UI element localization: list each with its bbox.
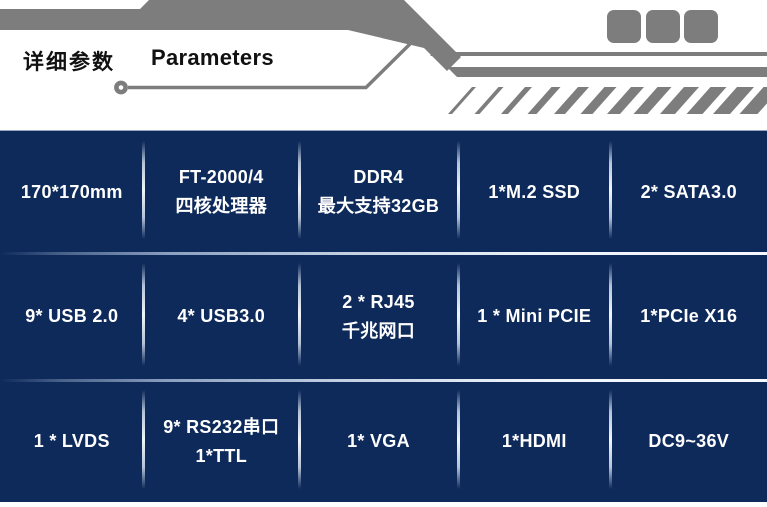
spec-panel: 170*170mm FT-2000/4 四核处理器 DDR4 最大支持32GB 1*M.2… [0, 130, 767, 502]
column-divider [609, 141, 612, 239]
spec-cell-text: FT-2000/4 [178, 167, 264, 187]
hazard-slash-icon [580, 87, 617, 114]
connector-line [128, 42, 412, 90]
spec-cell-text: 9* RS232串口 [163, 416, 280, 437]
spec-cell-text: 9* USB 2.0 [25, 306, 119, 326]
spec-cell: 170*170mm [0, 131, 144, 253]
connector-dot-icon [114, 80, 128, 95]
spec-cell: 2* SATA3.0 [611, 131, 767, 253]
spec-cell: 1* VGA [299, 380, 458, 503]
hazard-slashes-decor [448, 87, 767, 114]
spec-cell-text: 四核处理器 [175, 196, 267, 216]
spec-row: 1 * LVDS 9* RS232串口 1*TTL 1* VGA 1*HDMI DC9~3… [0, 380, 767, 503]
spec-cell-text: DC9~36V [648, 431, 730, 451]
hazard-slash-icon [554, 87, 589, 114]
spec-cell-text: 170*170mm [20, 181, 123, 202]
spec-cell-text: 千兆网口 [341, 320, 416, 341]
column-divider [142, 141, 145, 239]
spec-cell: 1*PCIe X16 [611, 253, 767, 380]
spec-cell-text: 2* SATA3.0 [640, 181, 737, 202]
row-divider [0, 378, 767, 382]
column-divider [142, 263, 145, 366]
hazard-slash-icon [448, 87, 476, 114]
row-divider [0, 251, 767, 255]
spec-cell: DC9~36V [611, 380, 767, 503]
spec-cell: 4* USB3.0 [144, 253, 300, 380]
spec-cell-text: DDR4 [353, 167, 404, 187]
column-divider [297, 390, 301, 489]
thin-line-decor [430, 52, 767, 56]
hazard-slash-icon [739, 87, 767, 114]
spec-cell-text: 1* VGA [347, 431, 410, 451]
hazard-slash-icon [633, 87, 672, 114]
hazard-slash-icon [527, 87, 561, 114]
header: 详细参数 Parameters [0, 0, 767, 130]
column-divider [456, 141, 460, 239]
hazard-slash-icon [607, 87, 644, 114]
page-title-zh: 详细参数 [23, 51, 115, 74]
hazard-slash-icon [660, 87, 699, 114]
spec-cell-text: 4* USB3.0 [177, 306, 266, 326]
spec-row: 9* USB 2.0 4* USB3.0 2 * RJ45 千兆网口 1 * Mini … [0, 253, 767, 380]
column-divider [142, 390, 145, 489]
spec-cell: 2 * RJ45 千兆网口 [299, 253, 458, 380]
spec-cell-text: 1*M.2 SSD [488, 181, 581, 202]
decor-square-icon [684, 10, 718, 43]
decor-square-icon [646, 10, 680, 43]
spec-cell: FT-2000/4 四核处理器 [144, 131, 300, 253]
spec-cell: 1 * LVDS [0, 380, 144, 503]
column-divider [297, 141, 301, 239]
spec-cell: 9* USB 2.0 [0, 253, 144, 380]
spec-cell-text: 1*PCIe X16 [640, 306, 738, 326]
hazard-slash-icon [713, 87, 754, 114]
hazard-slash-icon [474, 87, 504, 114]
column-divider [609, 390, 612, 489]
decor-squares-icon [607, 10, 718, 43]
column-divider [456, 263, 460, 366]
spec-cell-text: 1 * Mini PCIE [477, 306, 592, 326]
spec-cell-text: 2 * RJ45 [342, 291, 415, 312]
spec-cell-text: 1*TTL [195, 445, 247, 466]
spec-cell-text: 最大支持32GB [317, 196, 440, 216]
thick-bar-decor [447, 67, 767, 77]
header-decor-graphic [0, 0, 767, 114]
spec-cell: 1 * Mini PCIE [458, 253, 611, 380]
spec-cell: 1*M.2 SSD [458, 131, 611, 253]
spec-cell: 9* RS232串口 1*TTL [144, 380, 300, 503]
band-decor [0, 0, 461, 71]
spec-row: 170*170mm FT-2000/4 四核处理器 DDR4 最大支持32GB 1*M.2… [0, 131, 767, 253]
decor-square-icon [607, 10, 641, 43]
spec-cell-text: 1 * LVDS [33, 431, 110, 451]
page-title-en: Parameters [151, 45, 274, 70]
column-divider [456, 390, 460, 489]
spec-cell-text: 1*HDMI [501, 431, 567, 451]
spec-cell: DDR4 最大支持32GB [299, 131, 458, 253]
hazard-slash-icon [501, 87, 532, 114]
column-divider [609, 263, 612, 366]
column-divider [297, 263, 301, 366]
spec-cell: 1*HDMI [458, 380, 611, 503]
hazard-slash-icon [686, 87, 727, 114]
